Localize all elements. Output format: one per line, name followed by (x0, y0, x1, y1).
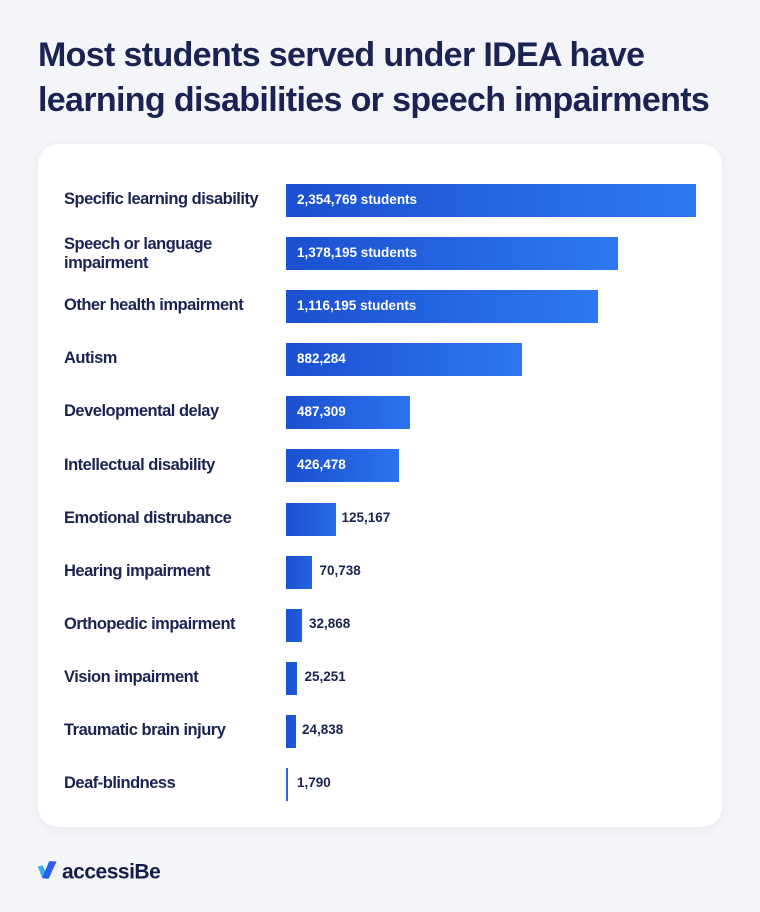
svg-text:accessiBe: accessiBe (62, 861, 160, 884)
